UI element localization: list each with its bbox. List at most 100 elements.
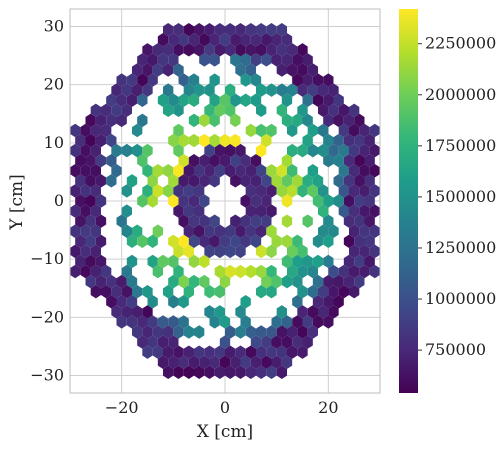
- hex-cell: [240, 295, 251, 309]
- hex-cell: [250, 355, 262, 369]
- hex-cell: [261, 33, 272, 47]
- hex-cell: [333, 133, 344, 148]
- hexbin-cells: [70, 22, 380, 380]
- y-tick-label: −20: [30, 307, 64, 326]
- hex-cell: [163, 22, 174, 37]
- hex-cell: [281, 234, 293, 249]
- hex-cell: [225, 345, 236, 359]
- hex-cell: [147, 194, 158, 208]
- hex-cell: [188, 254, 200, 269]
- x-tick-label: 20: [318, 398, 338, 417]
- y-axis-ticks: −30 −20 −10 0 10 20 30: [30, 16, 64, 384]
- hex-cell: [152, 264, 163, 279]
- hex-cell: [343, 194, 355, 208]
- hex-cell: [240, 93, 251, 107]
- hex-cell: [199, 214, 210, 228]
- hex-cell: [359, 123, 370, 138]
- hex-cell: [194, 365, 205, 380]
- hex-cell: [245, 345, 256, 359]
- hex-cell: [235, 224, 246, 238]
- hex-cell: [188, 355, 200, 369]
- hex-cell: [245, 264, 256, 279]
- colorbar-ticks: 750000 1000000 1250000 1500000 1750000 200000…: [418, 34, 496, 359]
- hex-cell: [323, 133, 334, 148]
- hex-cell: [354, 254, 365, 269]
- hex-cell: [364, 214, 375, 228]
- hex-cell: [137, 93, 148, 107]
- hex-cell: [307, 164, 318, 178]
- hex-cell: [173, 63, 184, 77]
- hex-cell: [106, 174, 117, 188]
- hex-cell: [312, 295, 324, 309]
- hex-cell: [302, 174, 313, 188]
- hex-cell: [343, 153, 355, 168]
- hex-cell: [276, 103, 287, 118]
- hex-cell: [95, 113, 107, 128]
- hex-cell: [256, 264, 267, 279]
- hex-cell: [323, 315, 334, 329]
- hex-cell: [75, 214, 86, 228]
- hex-cell: [142, 325, 153, 339]
- hex-cell: [178, 274, 189, 289]
- hex-cell: [271, 53, 282, 67]
- hex-cell: [168, 53, 179, 67]
- hex-cell: [323, 194, 334, 208]
- hex-cell: [194, 43, 205, 57]
- hex-cell: [297, 284, 308, 299]
- hex-cell: [292, 53, 303, 67]
- hex-cell: [266, 345, 277, 359]
- hex-cell: [178, 133, 189, 148]
- hex-cell: [163, 83, 174, 97]
- hex-cell: [359, 184, 370, 198]
- hex-cell: [349, 164, 360, 178]
- hex-cell: [85, 234, 96, 249]
- hex-cell: [225, 103, 236, 118]
- hex-cell: [173, 43, 184, 57]
- hex-cell: [209, 133, 220, 148]
- hex-cell: [214, 244, 225, 259]
- hex-cell: [188, 194, 200, 208]
- hex-cell: [90, 143, 101, 158]
- hex-cell: [204, 164, 215, 178]
- hex-cell: [80, 224, 91, 238]
- hex-cell: [178, 355, 189, 369]
- hex-cell: [95, 174, 107, 188]
- hex-cell: [121, 284, 132, 299]
- hex-cell: [230, 174, 241, 188]
- hex-cell: [152, 43, 163, 57]
- hex-cell: [307, 305, 318, 319]
- hex-cell: [126, 73, 138, 87]
- hex-cell: [219, 234, 231, 249]
- hex-cell: [188, 274, 200, 289]
- hex-cell: [111, 305, 122, 319]
- hex-cell: [302, 133, 313, 148]
- hex-cell: [142, 143, 153, 158]
- hex-cell: [359, 143, 370, 158]
- hex-cell: [328, 143, 339, 158]
- hex-cell: [323, 274, 334, 289]
- hex-cell: [354, 214, 365, 228]
- hex-cell: [266, 284, 277, 299]
- hex-cell: [261, 335, 272, 349]
- hex-cell: [80, 164, 91, 178]
- hex-cell: [235, 264, 246, 279]
- hex-cell: [168, 174, 179, 188]
- hex-cell: [302, 315, 313, 329]
- hex-cell: [338, 143, 349, 158]
- hex-cell: [235, 345, 246, 359]
- hex-cell: [168, 254, 179, 269]
- hex-cell: [333, 174, 344, 188]
- hex-cell: [250, 93, 262, 107]
- hex-cell: [276, 305, 287, 319]
- hex-cell: [281, 153, 293, 168]
- hex-cell: [349, 204, 360, 218]
- hex-cell: [173, 204, 184, 218]
- hex-cell: [70, 264, 81, 279]
- hex-cell: [323, 295, 334, 309]
- hex-cell: [230, 355, 241, 369]
- hex-cell: [343, 274, 355, 289]
- hex-cell: [70, 123, 81, 138]
- hex-cell: [183, 43, 194, 57]
- hex-cell: [256, 143, 267, 158]
- hex-cell: [132, 83, 143, 97]
